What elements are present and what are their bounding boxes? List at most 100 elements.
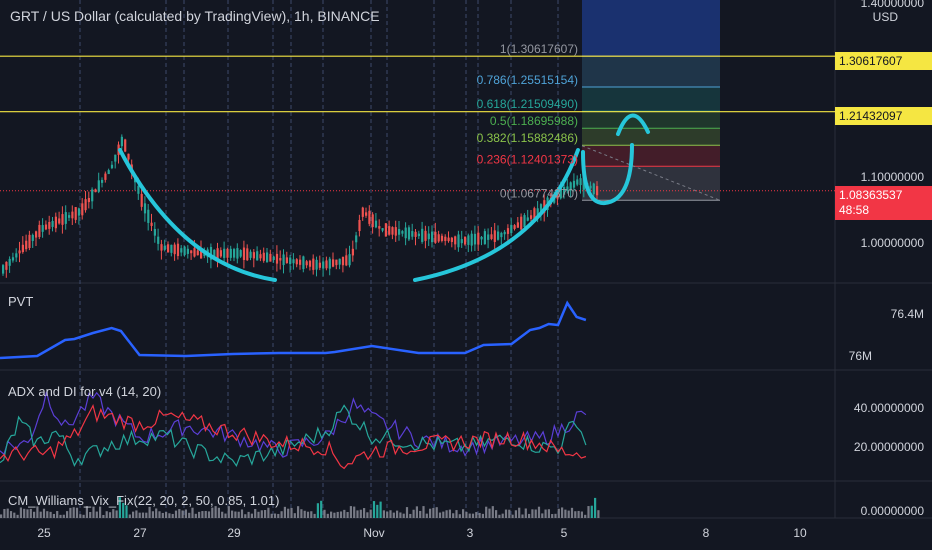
vix-bar — [531, 509, 534, 518]
candle-body — [77, 208, 81, 216]
vix-bar — [382, 510, 385, 518]
level-tag-1[interactable]: 1.30617607 — [835, 52, 932, 70]
vix-bar — [227, 506, 230, 518]
vix-bar — [188, 512, 191, 518]
candle-body — [302, 256, 305, 270]
vix-bar — [518, 507, 521, 518]
candle-body — [414, 231, 417, 237]
vix-bar — [465, 511, 468, 518]
vix-bar — [204, 510, 207, 518]
vix-bar — [112, 509, 115, 518]
vix-bar — [224, 513, 227, 518]
candle-body — [216, 248, 219, 259]
price-axis-label-low: 1.00000000 — [860, 236, 924, 250]
vix-bar — [85, 506, 88, 518]
last-price-tag[interactable]: 1.08363537 48:58 — [835, 186, 932, 220]
vix-bar — [435, 507, 438, 518]
candle-body — [563, 186, 566, 195]
vix-bar — [514, 510, 517, 518]
candle-body — [137, 185, 140, 194]
vix-bar — [399, 512, 402, 518]
vix-bar — [429, 508, 432, 518]
vix-bar — [590, 505, 593, 518]
candle-body — [266, 252, 269, 263]
vix-bar — [356, 510, 359, 518]
candle-body — [186, 248, 189, 254]
vix-bar — [16, 514, 19, 518]
fib-zone-0.618 — [582, 87, 720, 112]
vix-bar — [438, 512, 442, 518]
candle-body — [411, 231, 414, 237]
adx-series-line-2 — [0, 403, 587, 470]
pvt-pane — [0, 300, 587, 360]
candle-body — [556, 192, 559, 199]
candle-body — [2, 265, 5, 274]
vix-bar — [485, 506, 488, 518]
candle-body — [173, 244, 176, 255]
vix-bar — [72, 507, 75, 518]
candle-body — [147, 209, 150, 223]
vix-bar — [194, 513, 197, 518]
vix-bar — [244, 514, 247, 518]
vix-bar — [108, 512, 112, 518]
vix-bar — [161, 512, 164, 518]
candle-body — [526, 217, 529, 221]
candle-body — [219, 250, 222, 257]
candle-body — [200, 248, 203, 259]
fibonacci-retracement[interactable] — [0, 0, 835, 201]
vix-bar — [498, 514, 501, 518]
vix-bar — [158, 511, 161, 518]
horizontal-levels[interactable] — [0, 55, 835, 113]
candle-body — [506, 228, 510, 234]
vix-bar — [544, 509, 547, 518]
candle-body — [440, 235, 444, 241]
price-axis-label-top: 1.40000000 — [860, 0, 924, 10]
time-label-5: 5 — [560, 526, 568, 540]
vix-bar — [23, 508, 26, 518]
candle-body — [190, 250, 193, 254]
candle-body — [579, 178, 582, 186]
fib-label-0.618: 0.618(1.21509490) — [477, 97, 578, 111]
vix-bar — [270, 513, 273, 518]
candle-body — [315, 259, 318, 270]
vix-bar — [369, 509, 372, 518]
vix-bar — [597, 510, 600, 518]
candle-body — [114, 154, 117, 162]
vix-bar — [283, 506, 286, 518]
handle-drawing — [581, 143, 634, 206]
candle-body — [28, 234, 31, 249]
candle-body — [374, 220, 378, 228]
vix-bar — [475, 512, 478, 518]
candle-body — [431, 231, 434, 243]
user-drawings[interactable] — [118, 113, 650, 282]
candle-body — [513, 225, 516, 229]
candle-body — [124, 139, 127, 152]
candle-body — [510, 225, 513, 234]
vix-bar — [580, 511, 583, 518]
candle-body — [239, 250, 242, 257]
vix-bar — [452, 513, 455, 518]
candle-body — [345, 255, 348, 266]
candle-body — [25, 240, 28, 250]
vix-bar — [313, 513, 316, 518]
candle-body — [269, 253, 272, 262]
vix-bar — [69, 507, 72, 518]
candle-body — [467, 235, 470, 245]
vix-bar — [541, 513, 544, 518]
candle-body — [424, 230, 427, 241]
vix-bar — [561, 507, 564, 518]
last-price-value: 1.08363537 — [839, 188, 903, 202]
candle-body — [157, 236, 160, 244]
vix-bar — [217, 507, 220, 518]
level-tag-2[interactable]: 1.21432097 — [835, 107, 932, 125]
candle-body — [328, 258, 331, 269]
vix-bar — [247, 511, 250, 518]
candle-body — [559, 187, 562, 199]
vix-bar — [587, 506, 590, 518]
vix-bar — [330, 511, 333, 518]
vix-bar — [9, 511, 13, 518]
vix-bar — [353, 506, 356, 518]
candle-body — [87, 197, 90, 203]
vix-bar — [174, 510, 178, 518]
candle-body — [153, 228, 156, 236]
